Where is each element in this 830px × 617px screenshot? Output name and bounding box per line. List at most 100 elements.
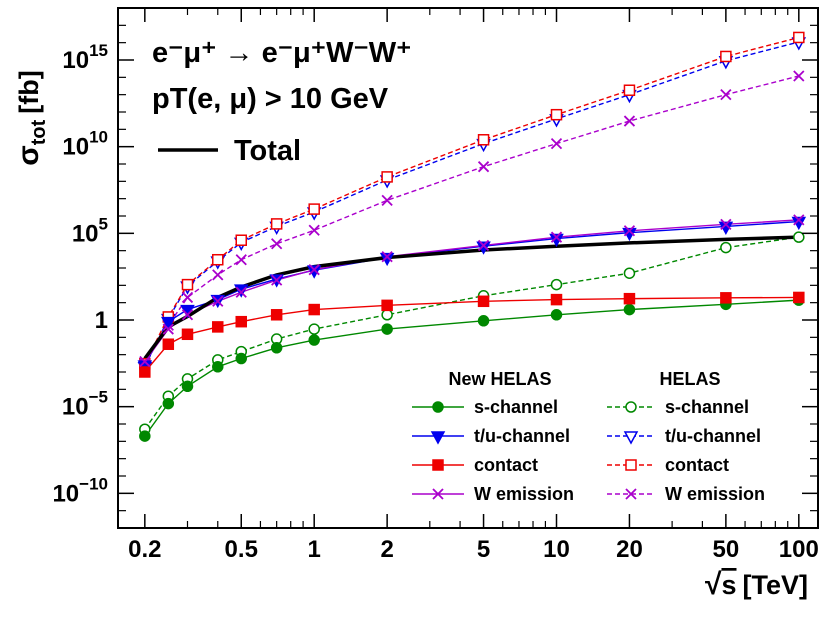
data-point	[308, 264, 320, 276]
marker-layer	[137, 31, 807, 442]
data-point	[793, 214, 805, 226]
legend-label: W emission	[474, 484, 574, 504]
data-point	[270, 342, 283, 354]
y-tick-label: 1010	[62, 128, 108, 161]
legend-label: t/u-channel	[665, 426, 761, 446]
data-point	[793, 291, 805, 304]
data-point	[477, 315, 490, 327]
data-point	[381, 251, 393, 263]
legend-head-new: New HELAS	[448, 369, 551, 389]
x-axis-root: √	[705, 568, 722, 601]
legend-marker	[432, 459, 444, 471]
data-point	[793, 231, 805, 243]
data-point	[720, 218, 732, 230]
data-point	[381, 299, 393, 312]
data-point	[477, 239, 490, 252]
data-point	[162, 397, 175, 410]
data-point	[181, 291, 194, 304]
process-annotation: e⁻μ⁺ → e⁻μ⁺W⁻W⁺	[152, 37, 411, 69]
y-tick-label: 10−10	[52, 474, 108, 507]
x-tick-label: 0.5	[225, 536, 258, 563]
y-tick-label: 1015	[62, 41, 108, 74]
y-tick-label: 105	[72, 214, 108, 247]
x-axis-title: √s [TeV]	[705, 568, 808, 601]
data-point	[139, 355, 151, 368]
data-point	[162, 323, 174, 335]
legend: New HELAS HELAS s-channel t/u-channel cont…	[412, 369, 765, 504]
data-point	[550, 137, 563, 150]
legend-label: t/u-channel	[474, 426, 570, 446]
legend-label: contact	[665, 455, 729, 475]
data-point	[720, 89, 732, 101]
y-axis-title: σtot [fb]	[12, 70, 50, 166]
data-point	[308, 303, 320, 316]
tick-layer	[118, 7, 818, 529]
data-point	[161, 316, 176, 331]
data-point	[623, 84, 636, 96]
data-point	[212, 269, 224, 281]
data-point	[623, 303, 636, 316]
data-point	[139, 366, 151, 378]
data-point	[270, 309, 283, 321]
data-point	[162, 338, 175, 350]
data-point	[623, 267, 636, 279]
legend-total-label: Total	[234, 135, 301, 167]
data-point	[233, 284, 249, 298]
data-point	[308, 203, 320, 215]
data-point	[212, 295, 224, 307]
data-point	[477, 295, 490, 308]
legend-marker	[625, 401, 637, 413]
data-point	[381, 323, 393, 335]
data-point	[271, 238, 283, 250]
data-point	[235, 352, 247, 365]
data-point	[550, 231, 563, 243]
x-tick-label: 2	[380, 536, 393, 563]
legend-marker	[625, 459, 637, 471]
data-point	[212, 253, 224, 266]
y-axis-sub: tot	[28, 119, 50, 145]
data-point	[235, 234, 247, 246]
data-point	[623, 115, 636, 127]
legend-marker	[432, 488, 444, 500]
data-point	[793, 31, 805, 44]
data-point	[550, 108, 563, 121]
x-tick-label: 50	[713, 536, 740, 563]
x-axis-var: s	[721, 570, 736, 600]
data-point	[793, 70, 805, 82]
tick-label-layer: 0.2 0.5 1 2 5 10 20 50 100 10−10 10−5 1 105 1010 1015	[52, 41, 818, 563]
y-axis-unit: [fb]	[14, 70, 44, 113]
data-point	[235, 315, 247, 328]
data-point	[550, 293, 563, 306]
cut-annotation: pT(e, μ) > 10 GeV	[152, 83, 389, 115]
data-point	[308, 323, 320, 335]
data-point	[181, 278, 194, 291]
data-point	[181, 328, 194, 341]
data-point	[212, 361, 224, 373]
data-point	[381, 194, 393, 206]
y-tick-label: 10−5	[62, 388, 108, 421]
data-point	[477, 134, 490, 146]
data-point	[720, 292, 732, 304]
data-point	[271, 274, 283, 286]
x-tick-label: 5	[477, 536, 490, 563]
legend-marker	[625, 488, 637, 500]
x-tick-label: 20	[616, 536, 643, 563]
data-point	[212, 321, 224, 333]
legend-marker	[432, 401, 444, 413]
data-point	[235, 254, 247, 266]
legend-label: s-channel	[665, 397, 749, 417]
x-tick-label: 100	[779, 536, 819, 563]
data-point	[477, 161, 490, 173]
data-point	[235, 286, 247, 298]
legend-marker	[623, 431, 639, 445]
data-point	[308, 224, 320, 236]
data-point	[270, 218, 283, 230]
legend-label: s-channel	[474, 397, 558, 417]
data-point	[550, 309, 563, 321]
data-point	[720, 50, 732, 63]
data-point	[181, 380, 194, 393]
x-tick-label: 0.2	[128, 536, 161, 563]
data-point	[720, 241, 732, 254]
data-point	[550, 278, 563, 291]
